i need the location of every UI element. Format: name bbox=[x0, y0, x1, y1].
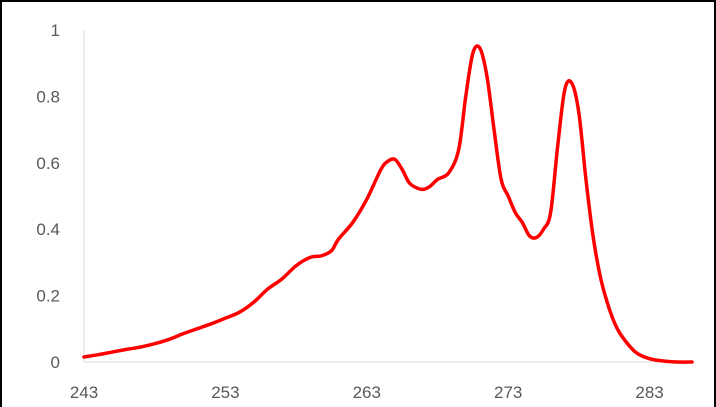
y-tick-label: 0.2 bbox=[36, 287, 60, 306]
series-layer bbox=[82, 44, 694, 364]
y-tick-label: 0.8 bbox=[36, 87, 60, 106]
y-tick-labels: 0 0.2 0.4 0.6 0.8 1 bbox=[36, 21, 60, 372]
y-tick-label: 0.4 bbox=[36, 220, 60, 239]
x-tick-label: 263 bbox=[353, 383, 381, 402]
axes bbox=[83, 30, 692, 363]
y-tick-label: 0 bbox=[51, 353, 60, 372]
y-tick-label: 1 bbox=[51, 21, 60, 40]
x-tick-label: 253 bbox=[211, 383, 239, 402]
series-line bbox=[82, 44, 694, 364]
x-tick-label: 243 bbox=[70, 383, 98, 402]
x-tick-label: 283 bbox=[635, 383, 663, 402]
x-tick-label: 273 bbox=[494, 383, 522, 402]
y-tick-label: 0.6 bbox=[36, 154, 60, 173]
x-tick-labels: 243 253 263 273 283 bbox=[70, 383, 664, 402]
